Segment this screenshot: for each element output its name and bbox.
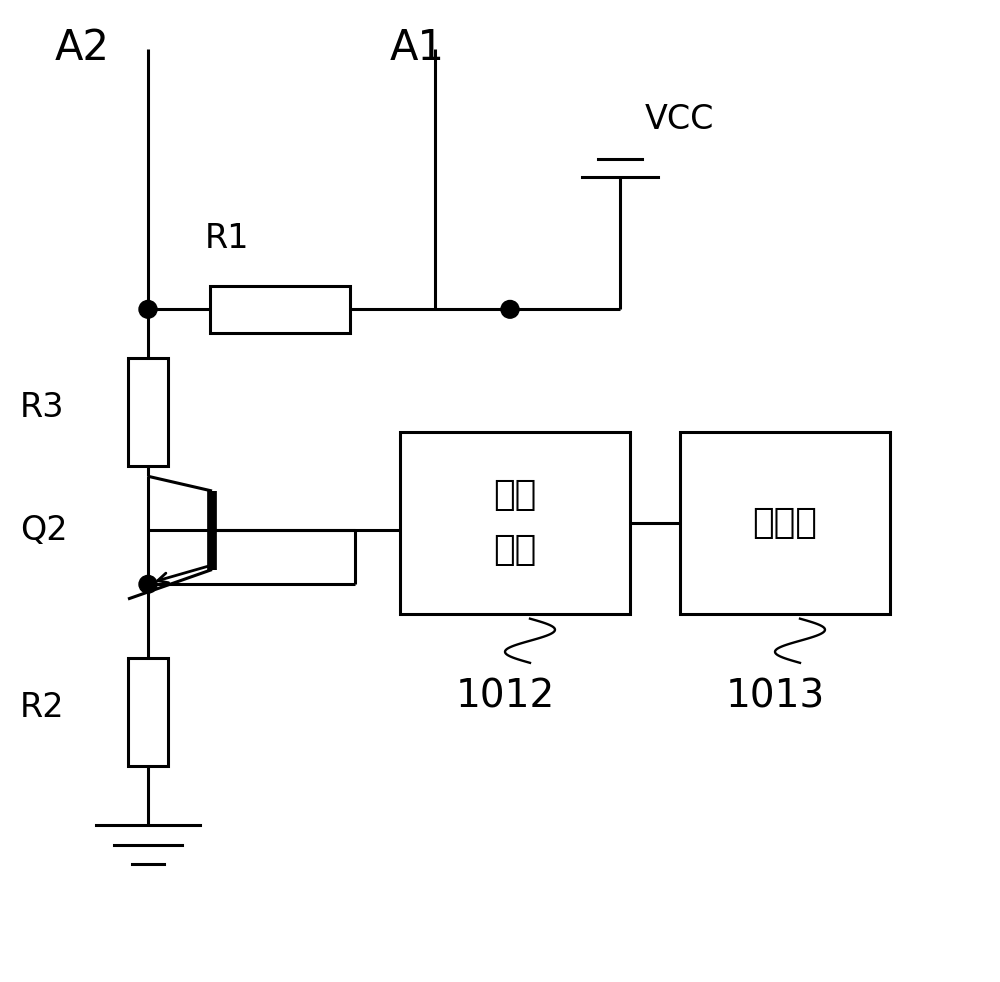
- Text: Q2: Q2: [20, 514, 68, 547]
- Text: 触发: 触发: [493, 478, 537, 513]
- Text: R2: R2: [20, 690, 65, 724]
- Bar: [210, 286, 350, 333]
- Text: 单元: 单元: [493, 533, 537, 568]
- Text: A1: A1: [390, 27, 445, 70]
- Text: 1012: 1012: [455, 678, 555, 716]
- Bar: [128, 658, 168, 766]
- Bar: [400, 432, 630, 614]
- Text: R3: R3: [20, 391, 64, 424]
- Circle shape: [139, 300, 157, 318]
- Circle shape: [139, 575, 157, 593]
- Text: 控制器: 控制器: [753, 506, 817, 540]
- Bar: [680, 432, 890, 614]
- Text: A2: A2: [55, 27, 110, 70]
- Text: R1: R1: [205, 222, 250, 255]
- Bar: [128, 358, 168, 466]
- Text: VCC: VCC: [645, 103, 714, 136]
- Circle shape: [501, 300, 519, 318]
- Text: 1013: 1013: [725, 678, 825, 716]
